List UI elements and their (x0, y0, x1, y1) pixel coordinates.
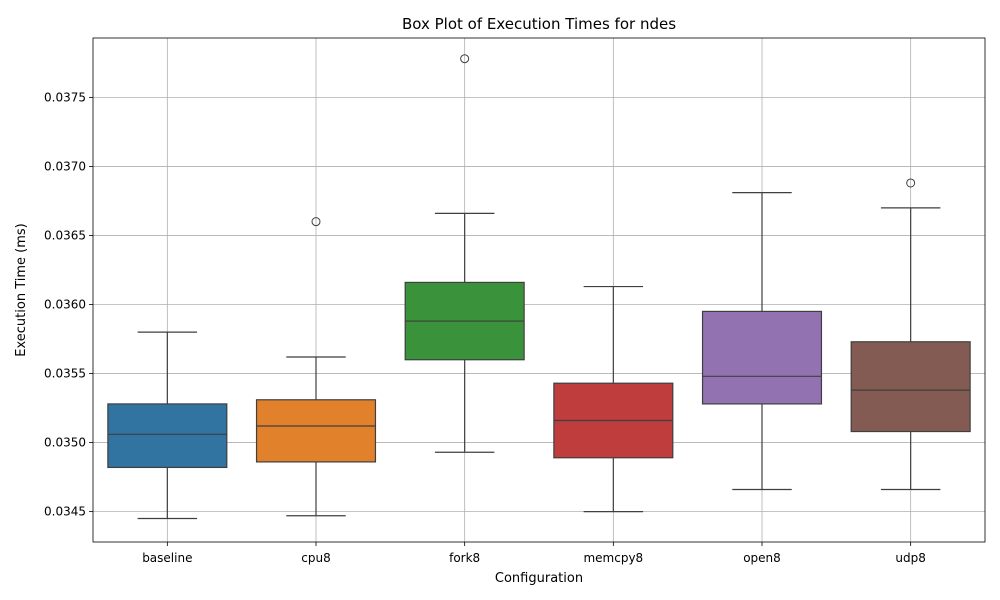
y-tick-label: 0.0345 (44, 505, 86, 519)
x-tick-label-fork8: fork8 (449, 551, 480, 565)
x-tick-label-cpu8: cpu8 (301, 551, 330, 565)
box-cpu8 (255, 217, 377, 517)
box-open8 (701, 192, 823, 491)
outlier-point (311, 217, 321, 227)
x-tick-label-memcpy8: memcpy8 (583, 551, 643, 565)
y-tick-label: 0.0370 (44, 159, 86, 173)
y-tick-label: 0.0375 (44, 90, 86, 104)
box-body (701, 310, 823, 405)
y-tick-label: 0.0355 (44, 367, 86, 381)
box-fork8 (404, 54, 525, 453)
box-body (107, 403, 228, 469)
chart-title: Box Plot of Execution Times for ndes (402, 15, 676, 33)
y-axis-label: Execution Time (ms) (14, 223, 29, 356)
plot-frame (92, 37, 986, 543)
box-body (850, 341, 971, 433)
x-tick-label-baseline: baseline (142, 551, 192, 565)
x-tick-label-open8: open8 (743, 551, 781, 565)
x-tick-label-udp8: udp8 (895, 551, 925, 565)
box-baseline (107, 331, 228, 520)
x-ticks: baseline cpu8 fork8 memcpy8 open8 udp8 (142, 542, 926, 565)
box-body (255, 399, 377, 463)
outlier-point (906, 178, 916, 188)
outlier-point (460, 54, 470, 64)
y-tick-label: 0.0360 (44, 297, 86, 311)
box-memcpy8 (553, 285, 674, 513)
boxes-layer (107, 54, 971, 520)
y-tick-label: 0.0365 (44, 228, 86, 242)
x-axis-label: Configuration (495, 571, 583, 586)
box-udp8 (850, 178, 971, 491)
y-tick-label: 0.0350 (44, 436, 86, 450)
y-ticks: 0.0345 0.0350 0.0355 0.0360 0.0365 0.0370 0.03… (44, 90, 93, 519)
